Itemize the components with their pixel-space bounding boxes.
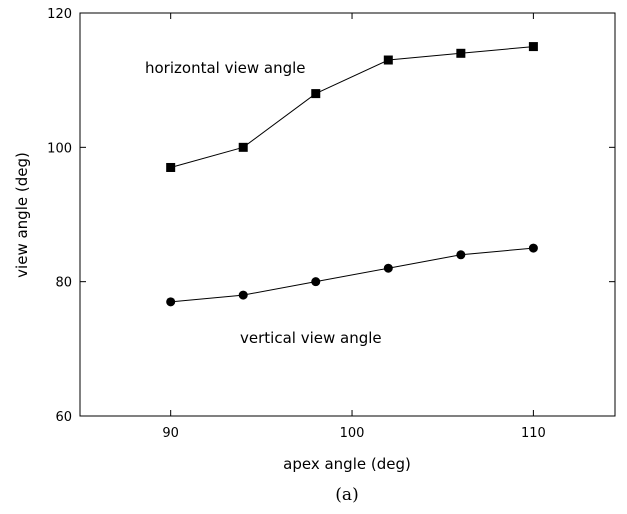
x-tick-label: 110 [521, 426, 546, 441]
y-tick-label: 100 [47, 141, 72, 156]
marker [166, 162, 176, 172]
plot-frame [79, 12, 616, 417]
y-axis-label: view angle (deg) [13, 152, 31, 278]
marker [528, 243, 538, 253]
marker [456, 48, 466, 58]
x-tick-label: 90 [162, 426, 179, 441]
series-annotation: vertical view angle [240, 329, 382, 347]
marker [456, 250, 466, 260]
series-annotation: horizontal view angle [145, 59, 306, 77]
marker [383, 263, 393, 273]
y-tick-label: 80 [55, 276, 72, 291]
marker [166, 297, 176, 307]
caption: (a) [335, 485, 358, 505]
marker [238, 290, 248, 300]
marker [311, 89, 321, 99]
series-line [170, 247, 534, 303]
y-tick-label: 120 [47, 7, 72, 22]
marker [383, 55, 393, 65]
marker [311, 277, 321, 287]
x-tick-label: 100 [340, 426, 365, 441]
marker [238, 142, 248, 152]
marker [528, 42, 538, 52]
series-line [170, 46, 534, 168]
y-tick-label: 60 [55, 410, 72, 425]
x-axis-label: apex angle (deg) [283, 455, 411, 473]
